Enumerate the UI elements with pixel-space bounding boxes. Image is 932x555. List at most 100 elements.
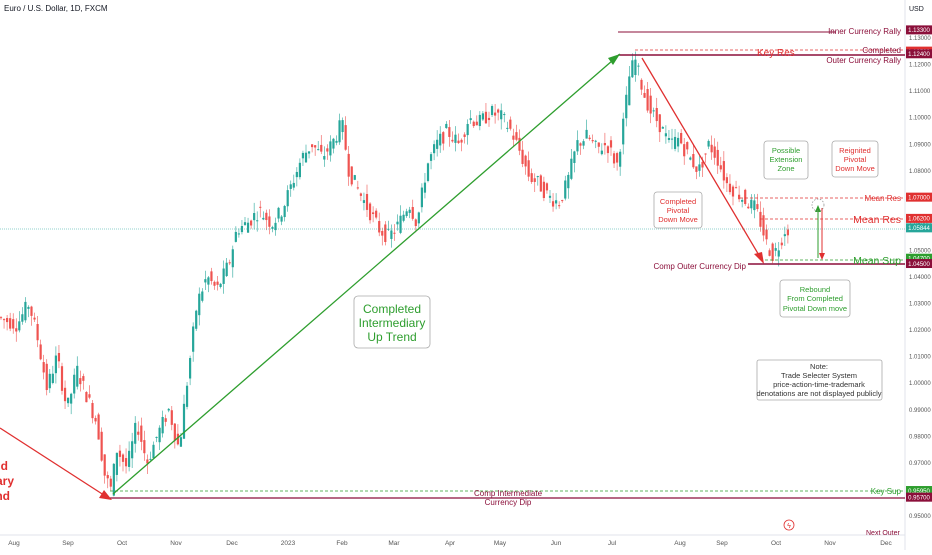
candle-body bbox=[213, 281, 216, 286]
candle-body bbox=[329, 141, 332, 156]
candle-body bbox=[259, 206, 262, 208]
reignited-callout-box bbox=[831, 140, 879, 178]
candle-body bbox=[673, 136, 677, 149]
candle-body bbox=[304, 152, 308, 163]
up-trend-callout-line-1: Completed bbox=[363, 302, 421, 316]
price-badge bbox=[906, 492, 932, 502]
candle-body bbox=[390, 230, 393, 239]
price-badge-text: 1.06200 bbox=[908, 217, 930, 223]
candle-body bbox=[600, 150, 603, 155]
candle-body bbox=[625, 94, 628, 119]
x-tick-label: Jun bbox=[551, 540, 562, 547]
candle-body bbox=[115, 452, 118, 475]
candle-body bbox=[576, 140, 579, 152]
candle-body bbox=[408, 209, 411, 213]
candle-body bbox=[689, 157, 692, 160]
candle-body bbox=[225, 262, 228, 277]
candle-body bbox=[103, 454, 106, 476]
price-badge-text: 1.12400 bbox=[908, 52, 930, 58]
candle-body bbox=[237, 233, 240, 235]
candle-body bbox=[713, 146, 716, 158]
candle-body bbox=[460, 139, 463, 143]
key-sup-label: Key Sup bbox=[871, 487, 902, 496]
candle-body bbox=[753, 200, 756, 211]
candle-body bbox=[234, 231, 237, 242]
candle-body bbox=[51, 373, 54, 383]
price-badge bbox=[906, 223, 932, 233]
y-tick-label: 0.98000 bbox=[909, 434, 931, 440]
candle-body bbox=[402, 214, 405, 221]
y-tick-label: 1.11000 bbox=[909, 89, 931, 95]
extension-target-circle bbox=[811, 198, 825, 212]
candle-body bbox=[97, 414, 100, 440]
candle-body bbox=[420, 187, 423, 208]
candle-body bbox=[762, 215, 765, 236]
candle-body bbox=[481, 113, 484, 120]
candle-body bbox=[570, 158, 573, 179]
candle-body bbox=[661, 127, 664, 129]
candle-body bbox=[182, 403, 186, 439]
candle-body bbox=[494, 112, 497, 116]
outer-currency-rally-label: Outer Currency Rally bbox=[826, 56, 901, 65]
candle-body bbox=[728, 183, 732, 193]
candle-body bbox=[176, 433, 179, 445]
candle-body bbox=[143, 440, 146, 454]
price-badge bbox=[906, 192, 932, 202]
candle-body bbox=[448, 127, 451, 137]
candle-body bbox=[9, 318, 12, 329]
candle-body bbox=[167, 408, 170, 411]
candle-body bbox=[192, 326, 195, 352]
candle-body bbox=[436, 139, 439, 149]
candle-body bbox=[591, 140, 594, 142]
candle-body bbox=[454, 134, 457, 143]
symbol-title: Euro / U.S. Dollar, 1D, FXCM bbox=[4, 4, 108, 13]
prior-down-trend-line bbox=[0, 427, 111, 500]
candle-body bbox=[497, 109, 500, 113]
pivot-callout-box bbox=[653, 191, 703, 229]
candle-body bbox=[243, 222, 247, 225]
event-lightning-icon[interactable] bbox=[783, 519, 795, 531]
candle-body bbox=[725, 177, 728, 184]
candle-body bbox=[283, 205, 286, 218]
candle-body bbox=[567, 174, 570, 189]
candle-body bbox=[524, 155, 527, 167]
candle-body bbox=[12, 319, 15, 329]
price-badge-text: 1.07000 bbox=[908, 195, 930, 201]
candle-body bbox=[280, 216, 283, 222]
candle-body bbox=[503, 114, 506, 116]
x-tick-label: Oct bbox=[117, 540, 127, 547]
candle-body bbox=[707, 140, 710, 147]
price-badge-text: 1.04500 bbox=[908, 262, 930, 268]
candle-body bbox=[545, 183, 549, 191]
price-badge-text: 0.95950 bbox=[908, 489, 930, 495]
up-trend-arrowhead bbox=[608, 54, 620, 65]
candle-body bbox=[36, 324, 39, 341]
x-tick-label: Dec bbox=[226, 540, 238, 547]
candle-body bbox=[710, 144, 713, 153]
candle-body bbox=[606, 146, 610, 154]
candle-body bbox=[719, 165, 722, 170]
candle-body bbox=[594, 140, 597, 142]
candle-body bbox=[542, 181, 545, 199]
next-outer-label: Next Outer bbox=[866, 530, 901, 537]
price-badge bbox=[906, 49, 932, 59]
candle-body bbox=[536, 176, 539, 178]
candle-body bbox=[60, 366, 64, 391]
candle-body bbox=[338, 120, 341, 143]
candle-body bbox=[777, 250, 780, 257]
candle-body bbox=[582, 141, 585, 146]
candle-body bbox=[463, 134, 466, 137]
y-tick-label: 0.99000 bbox=[909, 408, 931, 414]
candle-body bbox=[67, 397, 70, 404]
candle-body bbox=[222, 268, 225, 284]
candle-body bbox=[378, 221, 381, 233]
candle-body bbox=[484, 111, 488, 124]
candle-body bbox=[372, 212, 375, 215]
y-tick-label: 1.03000 bbox=[909, 302, 931, 308]
y-axis-ticks: 1.13000 1.12000 1.11000 1.10000 1.09000 1.080… bbox=[909, 36, 931, 520]
candle-body bbox=[628, 76, 631, 106]
candle-body bbox=[253, 213, 256, 221]
comp-outer-dip-label: Comp Outer Currency Dip bbox=[654, 262, 747, 271]
candle-body bbox=[48, 373, 51, 389]
